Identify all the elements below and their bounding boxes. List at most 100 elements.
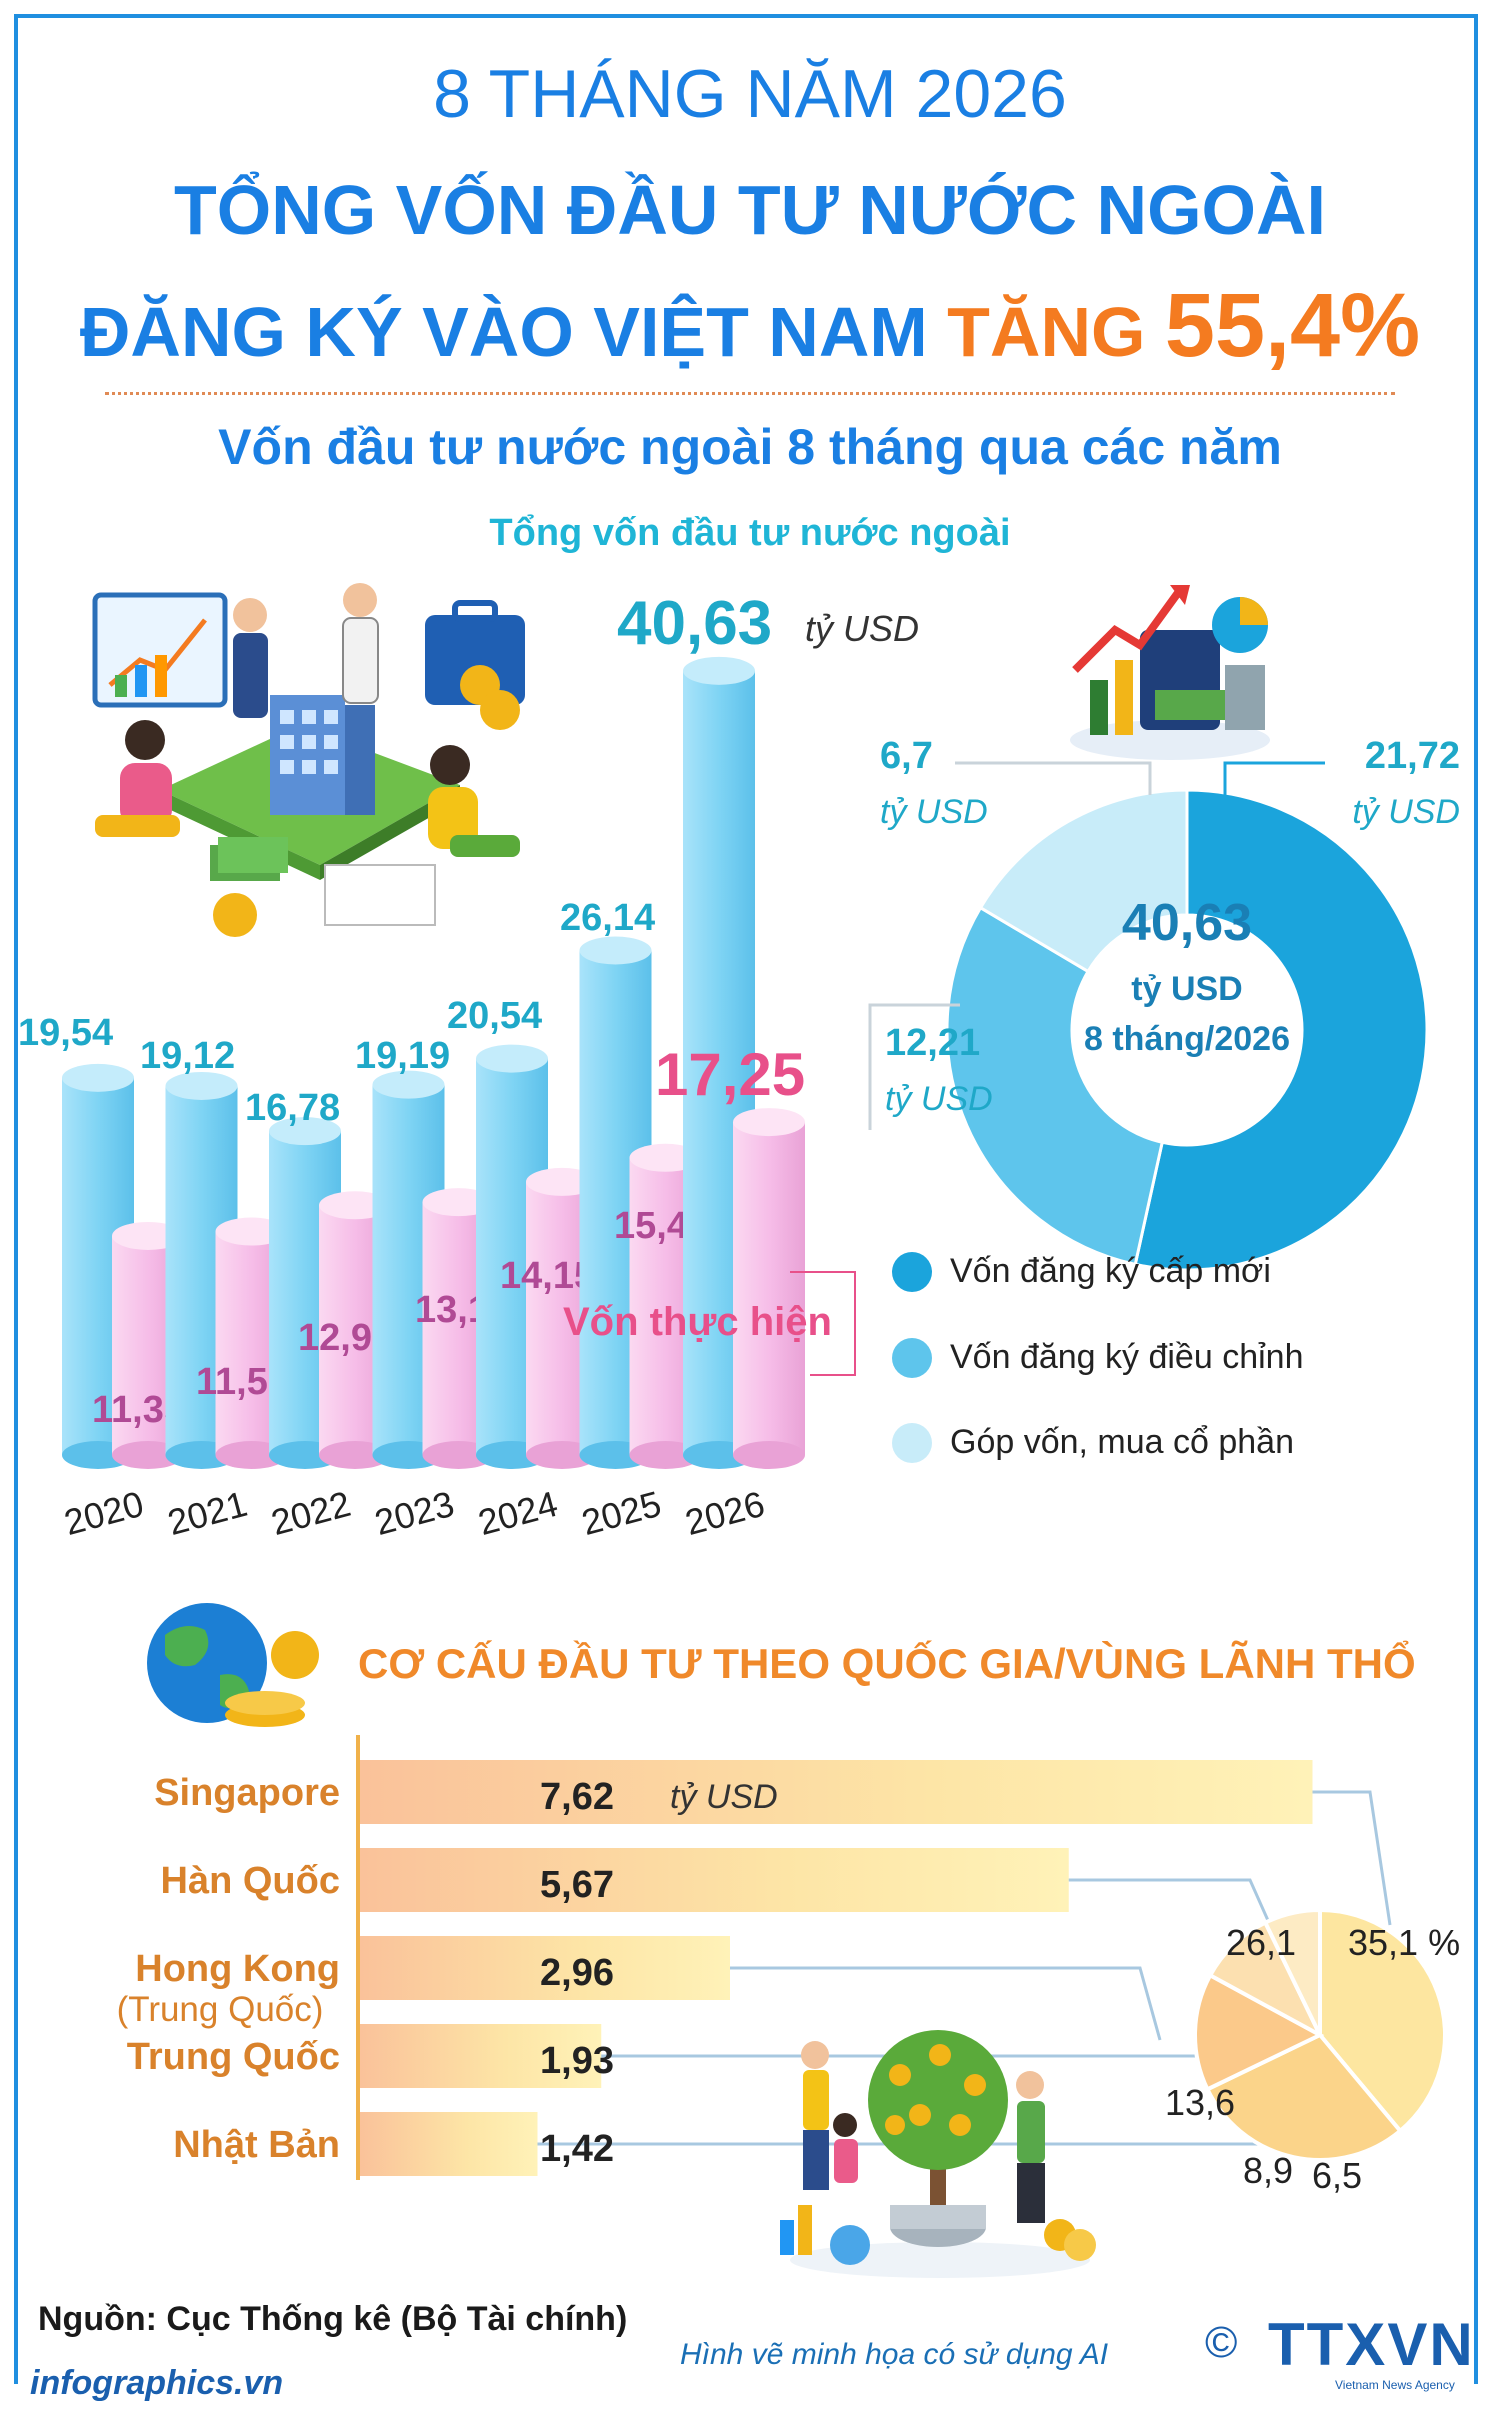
bar-total-top-2025 (579, 936, 652, 965)
value-total-2025: 26,14 (560, 897, 655, 939)
country-label-nhat-ban: Nhật Bản (173, 2124, 340, 2166)
header-period: 8 THÁNG NĂM 2026 (433, 56, 1067, 132)
finance-illustration (1070, 585, 1270, 760)
legend-label-adjusted-capital: Vốn đăng ký điều chỉnh (950, 1338, 1304, 1376)
year-label-2022: 2022 (267, 1483, 355, 1543)
donut-slice-1 (945, 905, 1164, 1267)
year-label-2025: 2025 (577, 1483, 665, 1543)
pie-label-singapore-value: 35,1 (1348, 1922, 1419, 1963)
value-total-2024: 20,54 (447, 995, 542, 1037)
donut-leader-share (955, 761, 1152, 795)
copyright-icon: © (1205, 2318, 1238, 2367)
donut-leader-adjusted (868, 1003, 960, 1130)
fdi-bar-chart: 202019,5411,35202119,1211,58202216,7812,… (18, 656, 856, 1543)
country-value-trung-quoc: 1,93 (540, 2040, 614, 2082)
bar-chart-label: Tổng vốn đầu tư nước ngoài (489, 512, 1011, 554)
header-title-line2-text: ĐĂNG KÝ VÀO VIỆT NAM (79, 293, 948, 371)
country-value-han-quoc: 5,67 (540, 1864, 614, 1906)
country-value-singapore: 7,62 (540, 1776, 614, 1818)
value-disbursed-2026: 17,25 (655, 1041, 805, 1108)
donut-center-unit: tỷ USD (1131, 970, 1242, 1008)
country-label-hong-kong: Hong Kong (135, 1948, 340, 1990)
bar-total-top-2021 (165, 1071, 238, 1100)
year-label-2020: 2020 (60, 1483, 148, 1543)
section2-title: CƠ CẤU ĐẦU TƯ THEO QUỐC GIA/VÙNG LÃNH TH… (358, 1640, 1416, 1687)
country-label-trung-quoc: Trung Quốc (126, 2036, 340, 2078)
bar-disbursed-top-2026 (733, 1108, 805, 1137)
pie-label-trung-quoc: 8,9 (1243, 2150, 1294, 2191)
country-pie-chart (1193, 1907, 1447, 2162)
bar-total-top-2020 (62, 1063, 134, 1092)
series-callout-line (790, 1271, 856, 1376)
country-bar-2 (360, 1936, 730, 2000)
donut-label-share-value: 6,7 (880, 735, 933, 777)
pie-label-percent-sign: % (1418, 1922, 1461, 1963)
value-total-2023: 19,19 (355, 1035, 450, 1077)
donut-center-period: 8 tháng/2026 (1084, 1020, 1290, 1058)
country-value-unit: tỷ USD (670, 1778, 778, 1816)
pie-label-hong-kong: 13,6 (1165, 2082, 1236, 2123)
bar-disbursed-2026 (733, 1122, 805, 1455)
header-title: TỔNG VỐN ĐẦU TƯ NƯỚC NGOÀI (174, 171, 1326, 249)
footer-ai-note: Hình vẽ minh họa có sử dụng AI (680, 2338, 1109, 2371)
legend-label-share-purchase: Góp vốn, mua cổ phần (950, 1423, 1295, 1461)
header-increase-word: TĂNG (947, 293, 1165, 371)
country-connector-0 (1312, 1790, 1392, 1926)
country-label-singapore: Singapore (154, 1772, 340, 1814)
country-sublabel-hong-kong: (Trung Quốc) (116, 1990, 324, 2029)
fdi-donut-chart: 40,63 tỷ USD 8 tháng/2026 21,72 tỷ USD 12,21 t… (868, 735, 1460, 1272)
bar-total-top-2024 (476, 1044, 548, 1073)
ttxvn-logo-subtitle: Vietnam News Agency (1335, 2378, 1455, 2392)
total-callout-unit: tỷ USD (805, 608, 920, 649)
series-label-disbursed: Vốn thực hiện (563, 1300, 832, 1344)
section-subtitle: Vốn đầu tư nước ngoài 8 tháng qua các nă… (218, 419, 1282, 475)
globe-money-icon (147, 1603, 319, 1727)
country-bar-1 (360, 1848, 1069, 1912)
legend-swatch-adjusted-capital (892, 1338, 932, 1378)
legend-swatch-share-purchase (892, 1423, 932, 1463)
value-disbursed-2024: 14,15 (500, 1255, 595, 1297)
donut-label-adjusted-value: 12,21 (885, 1022, 980, 1064)
country-connector-1 (1068, 1878, 1272, 1926)
donut-leader-new (1223, 761, 1325, 795)
year-label-2023: 2023 (370, 1483, 458, 1543)
donut-label-new-value: 21,72 (1365, 735, 1460, 777)
page-border (14, 14, 1478, 2384)
donut-slice-0 (1133, 788, 1429, 1272)
bar-total-top-2023 (372, 1070, 445, 1099)
pie-slice-0 (1318, 1907, 1447, 2134)
header-title-line2: ĐĂNG KÝ VÀO VIỆT NAM TĂNG 55,4% (0, 275, 1500, 378)
bar-disbursed-base-2026 (733, 1441, 805, 1469)
pie-label-nhat-ban: 6,5 (1312, 2155, 1363, 2196)
country-value-hong-kong: 2,96 (540, 1952, 614, 1994)
bar-group-2025: 2025 26,14 15,4 (560, 897, 702, 1543)
country-value-nhat-ban: 1,42 (540, 2128, 614, 2170)
pie-slice-4 (1262, 1907, 1322, 2036)
legend-item-adjusted-capital: Vốn đăng ký điều chỉnh (892, 1338, 1304, 1378)
bar-group-2026: 2026 17,25 (655, 656, 805, 1543)
money-tree-illustration (780, 2030, 1096, 2278)
donut-label-share-unit: tỷ USD (880, 793, 988, 831)
year-label-2024: 2024 (474, 1483, 562, 1543)
business-illustration (92, 583, 525, 937)
country-connector-2 (730, 1966, 1162, 2041)
dotted-divider (105, 392, 1395, 395)
country-bar-0 (360, 1760, 1313, 1824)
pie-label-singapore: 35,1 % (1348, 1922, 1460, 1964)
value-total-2021: 19,12 (140, 1035, 235, 1077)
value-total-2022: 16,78 (245, 1087, 340, 1129)
pie-label-han-quoc: 26,1 (1226, 1922, 1297, 1963)
value-total-2020: 19,54 (18, 1012, 113, 1054)
legend-swatch-new-capital (892, 1252, 932, 1292)
footer-site[interactable]: infographics.vn (30, 2364, 284, 2402)
footer-source: Nguồn: Cục Thống kê (Bộ Tài chính) (38, 2300, 628, 2338)
bar-total-top-2022 (269, 1117, 341, 1146)
legend-item-share-purchase: Góp vốn, mua cổ phần (892, 1423, 1295, 1463)
year-label-2021: 2021 (163, 1483, 251, 1543)
bar-total-top-2026 (683, 656, 755, 685)
donut-label-new-unit: tỷ USD (1352, 793, 1460, 831)
